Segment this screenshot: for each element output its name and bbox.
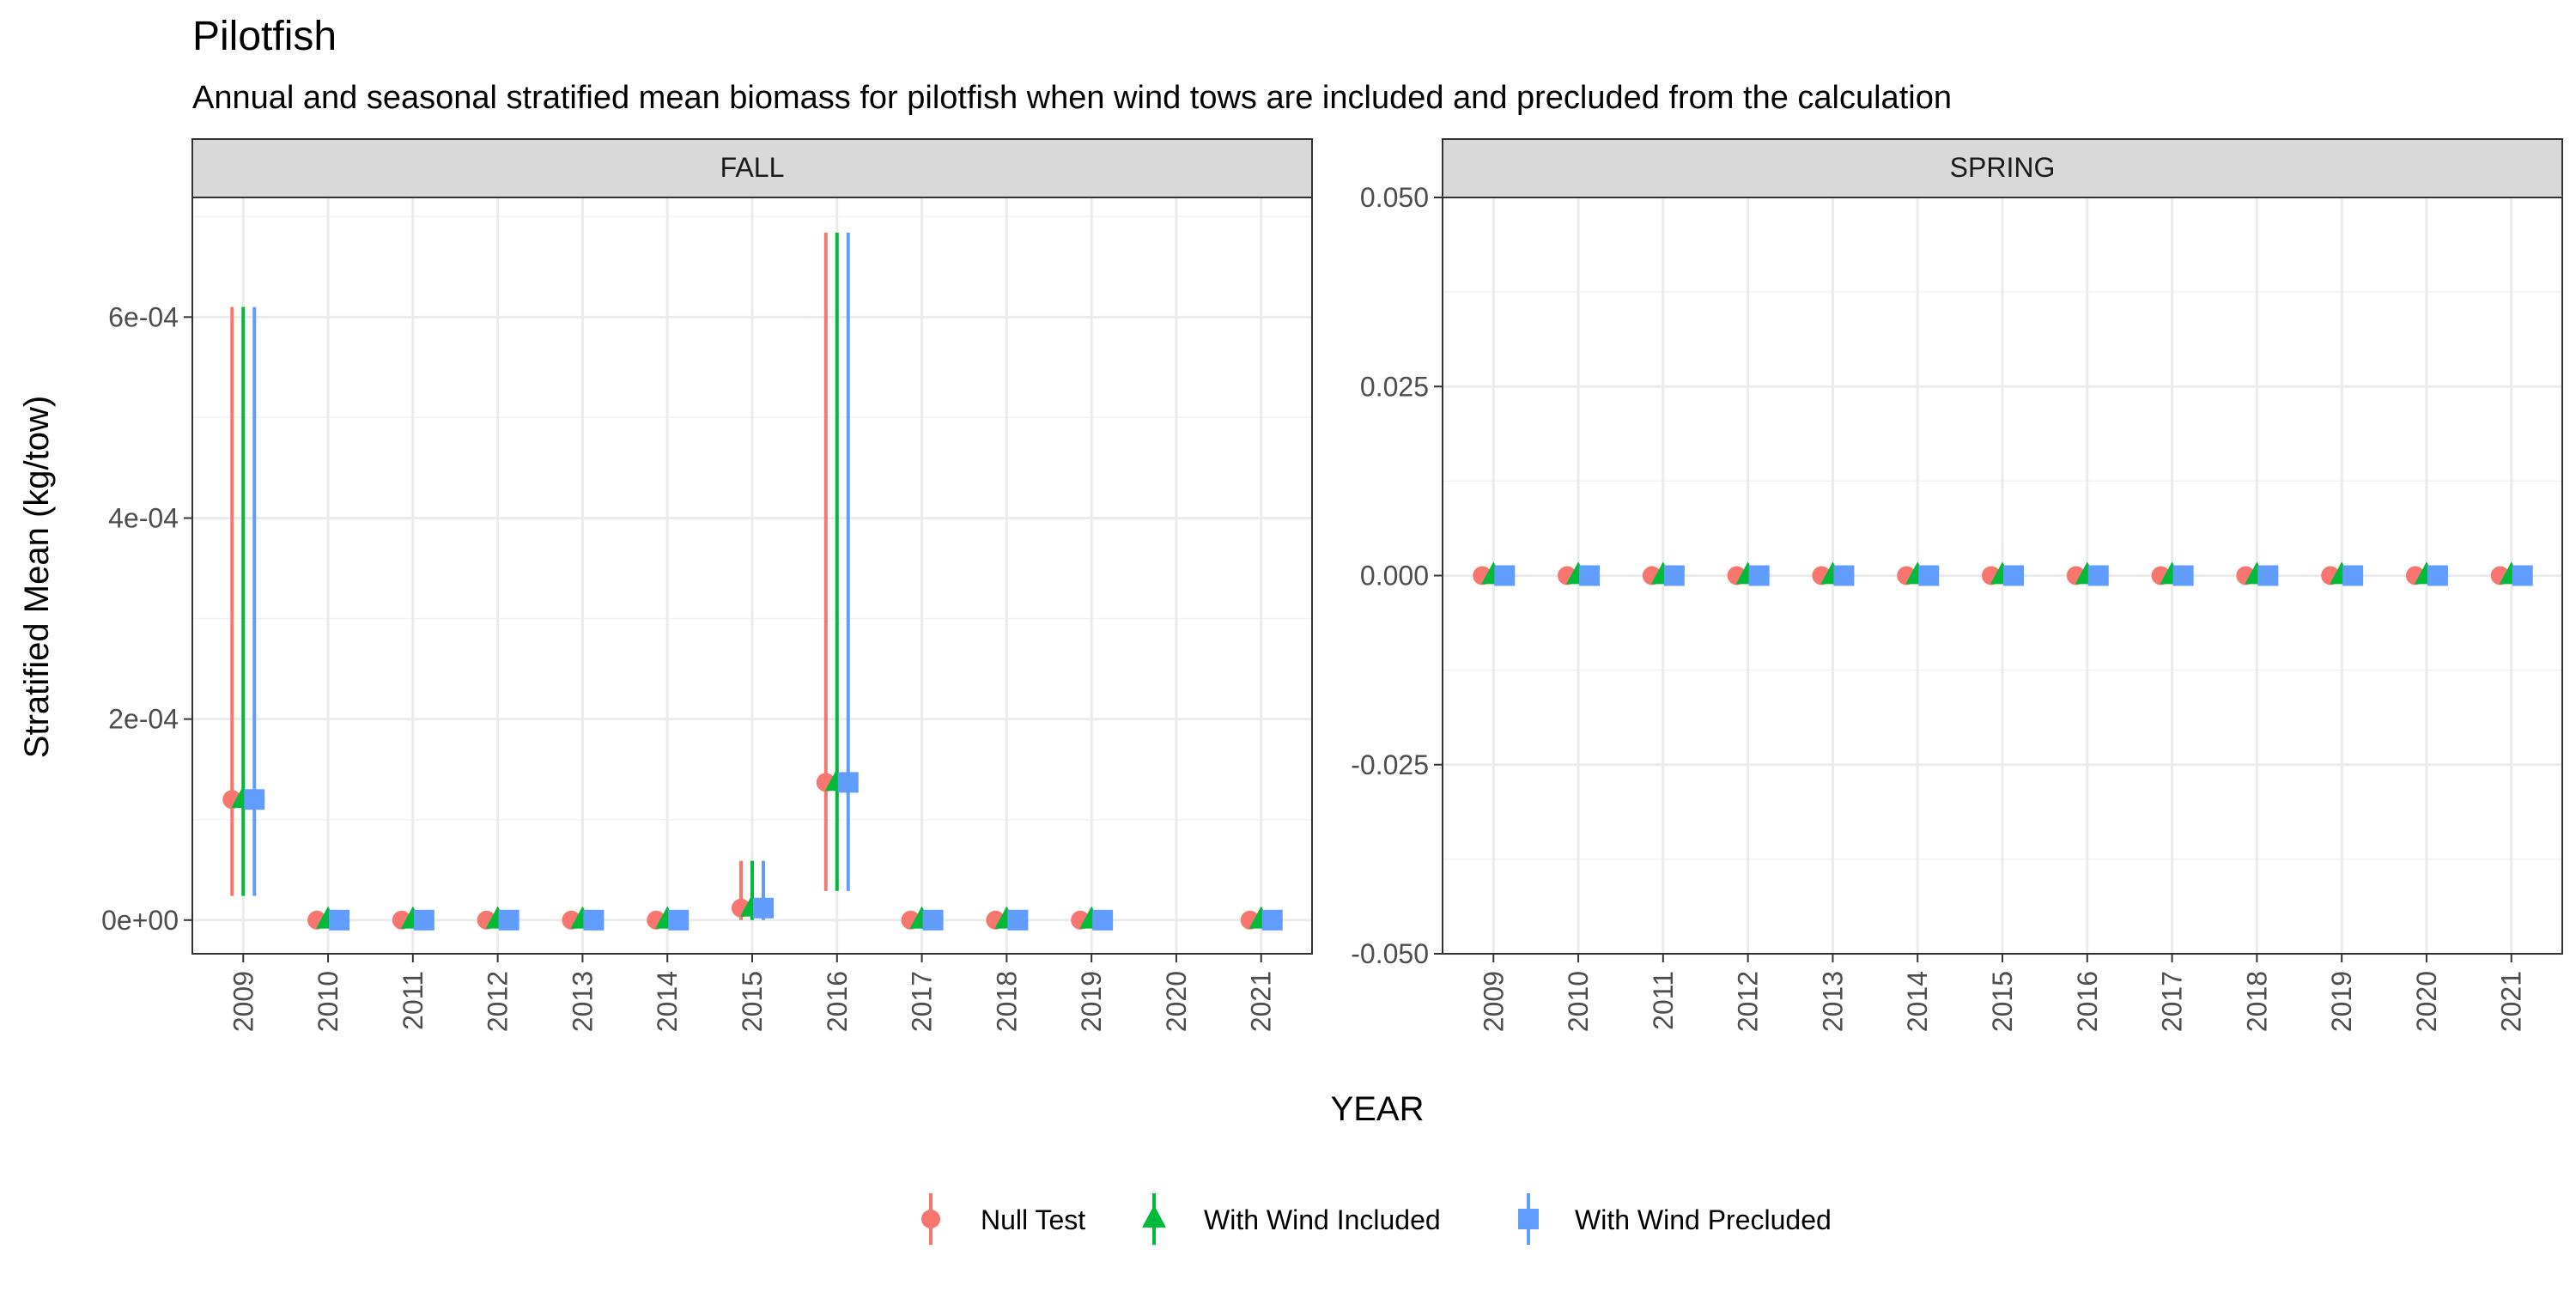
data-point xyxy=(2257,565,2279,586)
x-axis-title: YEAR xyxy=(1331,1090,1425,1128)
data-point xyxy=(668,909,690,931)
facet-strip xyxy=(1442,138,2563,198)
data-point xyxy=(1092,909,1114,931)
x-tick-label: 2021 xyxy=(2496,971,2527,1032)
data-point xyxy=(2342,565,2364,586)
y-tick-label: 4e-04 xyxy=(108,502,179,533)
x-tick-label: 2021 xyxy=(1246,971,1277,1032)
x-tick-label: 2017 xyxy=(907,971,938,1032)
x-tick-label: 2015 xyxy=(1987,971,2018,1032)
y-tick-label: 0.050 xyxy=(1360,182,1429,213)
legend-label: With Wind Precluded xyxy=(1575,1204,1832,1235)
chart-title: Pilotfish xyxy=(192,14,337,59)
x-tick-label: 2014 xyxy=(652,971,683,1032)
y-tick-label: -0.050 xyxy=(1351,938,1429,969)
data-point xyxy=(1663,565,1685,586)
x-tick-label: 2018 xyxy=(991,971,1022,1032)
legend-key-square xyxy=(1518,1209,1539,1229)
data-point xyxy=(2172,565,2194,586)
y-tick-label: 6e-04 xyxy=(108,301,179,332)
data-point xyxy=(1494,565,1516,586)
x-tick-label: 2014 xyxy=(1902,971,1933,1032)
x-tick-label: 2019 xyxy=(1076,971,1107,1032)
x-tick-label: 2009 xyxy=(1478,971,1509,1032)
legend-key-circle xyxy=(921,1210,940,1228)
data-point xyxy=(2087,565,2109,586)
data-point xyxy=(1261,909,1283,931)
y-tick-label: 0.025 xyxy=(1360,371,1429,402)
facet-label: FALL xyxy=(720,152,785,183)
chart-subtitle: Annual and seasonal stratified mean biom… xyxy=(192,80,1952,116)
data-point xyxy=(1579,565,1601,586)
data-point xyxy=(753,897,774,919)
x-tick-label: 2010 xyxy=(313,971,343,1032)
data-point xyxy=(329,909,350,931)
x-tick-label: 2012 xyxy=(1733,971,1764,1032)
x-tick-label: 2013 xyxy=(567,971,598,1032)
data-point xyxy=(498,909,519,931)
y-tick-label: 2e-04 xyxy=(108,704,179,735)
data-point xyxy=(583,909,605,931)
legend-item: With Wind Included xyxy=(1142,1193,1441,1245)
data-point xyxy=(1918,565,1940,586)
x-tick-label: 2011 xyxy=(1648,971,1679,1030)
data-point xyxy=(2512,565,2533,586)
x-tick-label: 2016 xyxy=(822,971,853,1032)
legend: Null Test With Wind Included With Wind Pre… xyxy=(921,1193,1832,1245)
x-tick-label: 2012 xyxy=(483,971,513,1032)
panel-fall: FALL 0e+00 2e-04 4e-04 6e-04 2009 2010 2011 2012… xyxy=(101,138,1313,1032)
y-tick-label: 0.000 xyxy=(1360,561,1429,591)
x-tick-label: 2015 xyxy=(737,971,768,1032)
data-point xyxy=(1007,909,1029,931)
data-point xyxy=(922,909,944,931)
legend-item: With Wind Precluded xyxy=(1518,1193,1832,1245)
panels: FALL 0e+00 2e-04 4e-04 6e-04 2009 2010 2011 2012… xyxy=(101,138,2563,1032)
x-tick-label: 2009 xyxy=(228,971,258,1032)
x-tick-label: 2017 xyxy=(2157,971,2188,1032)
x-tick-label: 2020 xyxy=(1161,971,1192,1032)
x-tick-label: 2019 xyxy=(2326,971,2357,1032)
facet-strip xyxy=(191,138,1313,198)
legend-label: With Wind Included xyxy=(1204,1204,1441,1235)
data-point xyxy=(413,909,434,931)
facet-label: SPRING xyxy=(1950,152,2056,183)
legend-label: Null Test xyxy=(981,1204,1085,1235)
x-tick-label: 2011 xyxy=(398,971,428,1030)
y-tick-label: -0.025 xyxy=(1351,749,1429,780)
legend-key-triangle xyxy=(1142,1204,1166,1228)
x-tick-label: 2018 xyxy=(2241,971,2272,1032)
y-axis-title: Stratified Mean (kg/tow) xyxy=(18,396,56,758)
data-point xyxy=(2003,565,2024,586)
panel-spring: SPRING -0.050 -0.025 0.000 0.025 0.050 2009 201… xyxy=(1351,138,2563,1032)
x-tick-label: 2013 xyxy=(1817,971,1848,1032)
data-point xyxy=(244,789,265,810)
x-tick-label: 2020 xyxy=(2411,971,2442,1032)
x-tick-label: 2016 xyxy=(2072,971,2103,1032)
legend-item: Null Test xyxy=(921,1193,1085,1245)
data-point xyxy=(1748,565,1770,586)
x-tick-label: 2010 xyxy=(1563,971,1594,1032)
data-point xyxy=(2427,565,2448,586)
data-point xyxy=(1833,565,1855,586)
data-point xyxy=(837,772,859,793)
y-tick-label: 0e+00 xyxy=(101,905,179,936)
